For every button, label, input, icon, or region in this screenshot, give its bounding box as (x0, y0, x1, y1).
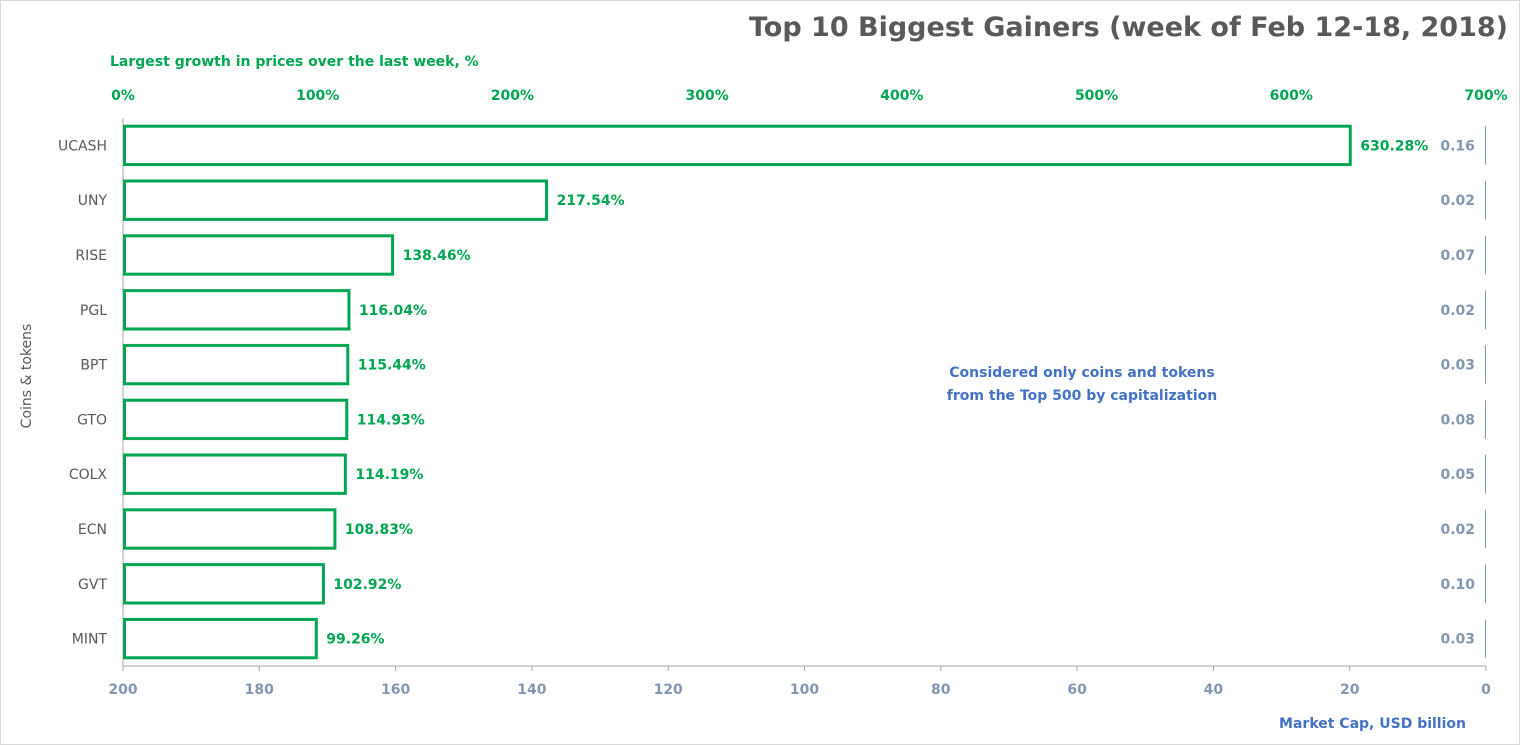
growth-data-label: 114.19% (355, 467, 423, 483)
growth-bar (123, 508, 337, 550)
market-cap-data-label: 0.03 (1440, 632, 1475, 648)
category-label: RISE (75, 248, 107, 264)
market-cap-data-label: 0.02 (1440, 193, 1475, 209)
growth-data-label: 630.28% (1360, 138, 1428, 154)
market-cap-bar (1485, 509, 1486, 549)
category-label: PGL (80, 303, 107, 319)
bottom-axis-ticks: 200 180 160 140 120 100 80 60 40 20 0 (108, 666, 1491, 698)
market-cap-bar (1485, 181, 1486, 220)
category-label: GTO (77, 412, 107, 428)
top-tick-label: 300% (686, 88, 729, 104)
top-tick-label: 600% (1270, 88, 1313, 104)
growth-bar (123, 289, 351, 331)
growth-bar (123, 398, 349, 441)
growth-bar (123, 124, 1352, 167)
bottom-tick-label: 80 (931, 682, 951, 698)
growth-bar (123, 179, 549, 221)
market-cap-data-label: 0.03 (1440, 358, 1475, 374)
market-cap-bar (1485, 345, 1486, 384)
bottom-tick-label: 20 (1340, 682, 1360, 698)
growth-data-label: 102.92% (333, 577, 401, 593)
chart-title: Top 10 Biggest Gainers (week of Feb 12-1… (749, 12, 1508, 43)
bottom-tick-label: 160 (381, 682, 410, 698)
growth-data-label: 138.46% (403, 248, 471, 264)
growth-data-label: 114.93% (357, 412, 425, 428)
category-labels: UCASH UNY RISE PGL BPT GTO COLX ECN GVT MINT (58, 138, 107, 647)
category-label: COLX (69, 467, 108, 483)
growth-bar (123, 563, 325, 605)
bottom-tick-label: 120 (654, 682, 683, 698)
market-cap-bar (1485, 564, 1486, 603)
market-cap-bars: 0.16 0.02 0.07 0.02 0.03 0.08 0.05 0.02 0.10 0.03 (1440, 126, 1486, 658)
market-cap-data-label: 0.08 (1440, 412, 1475, 428)
top-tick-label: 0% (111, 88, 135, 104)
category-label: GVT (78, 577, 107, 593)
y-axis-title: Coins & tokens (19, 324, 35, 429)
market-cap-data-label: 0.16 (1440, 138, 1475, 154)
bottom-axis-title: Market Cap, USD billion (1279, 716, 1466, 732)
bottom-tick-label: 100 (790, 682, 819, 698)
market-cap-bar (1485, 290, 1486, 329)
top-tick-label: 400% (880, 88, 923, 104)
growth-bar (123, 343, 350, 386)
growth-data-label: 115.44% (358, 358, 426, 374)
market-cap-bar (1484, 126, 1486, 165)
market-cap-bar (1485, 455, 1486, 494)
market-cap-bar (1485, 235, 1486, 275)
market-cap-data-label: 0.02 (1440, 522, 1475, 538)
top-axis-ticks: 0% 100% 200% 300% 400% 500% 600% 700% (111, 88, 1508, 104)
category-label: MINT (72, 632, 108, 648)
bottom-tick-label: 180 (245, 682, 274, 698)
growth-bars: 630.28% 217.54% 138.46% 116.04% 115.44% 114.9… (123, 124, 1428, 660)
growth-bar (123, 453, 347, 495)
growth-data-label: 217.54% (557, 193, 625, 209)
growth-bar (123, 234, 395, 276)
category-label: UCASH (58, 138, 107, 154)
growth-data-label: 99.26% (326, 632, 384, 648)
top-tick-label: 500% (1075, 88, 1118, 104)
bottom-tick-label: 60 (1067, 682, 1087, 698)
market-cap-data-label: 0.05 (1440, 467, 1475, 483)
growth-data-label: 116.04% (359, 303, 427, 319)
growth-bar (123, 617, 318, 660)
market-cap-data-label: 0.10 (1440, 577, 1475, 593)
bottom-tick-label: 140 (517, 682, 546, 698)
market-cap-data-label: 0.07 (1440, 248, 1475, 264)
growth-data-label: 108.83% (345, 522, 413, 538)
top-tick-label: 200% (491, 88, 534, 104)
note-line-2: from the Top 500 by capitalization (947, 388, 1217, 404)
top-tick-label: 700% (1464, 88, 1507, 104)
bottom-tick-label: 40 (1204, 682, 1224, 698)
category-label: UNY (78, 193, 108, 209)
market-cap-bar (1485, 619, 1486, 658)
top-axis-title: Largest growth in prices over the last w… (110, 54, 479, 70)
category-label: BPT (80, 358, 107, 374)
note-line-1: Considered only coins and tokens (949, 365, 1214, 381)
bottom-tick-label: 200 (108, 682, 137, 698)
market-cap-data-label: 0.02 (1440, 303, 1475, 319)
bottom-tick-label: 0 (1481, 682, 1491, 698)
top-tick-label: 100% (296, 88, 339, 104)
category-label: ECN (78, 522, 107, 538)
market-cap-bar (1485, 400, 1486, 439)
